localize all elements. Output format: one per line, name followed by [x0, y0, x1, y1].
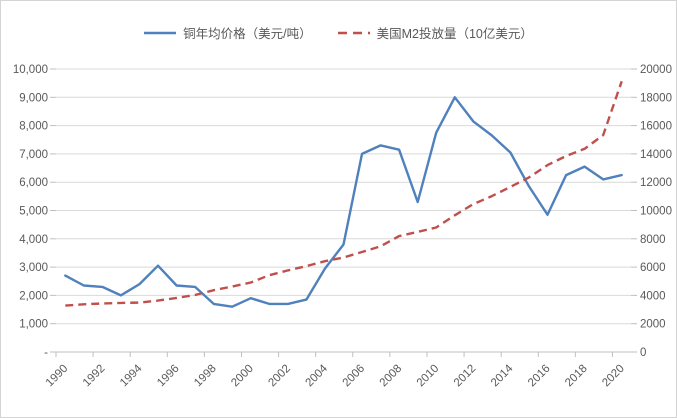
x-tick-label: 2018: [563, 363, 590, 390]
y-left-tick-label: 4,000: [19, 234, 48, 246]
y-left-tick-label: 8,000: [19, 121, 48, 133]
x-tick-label: 2016: [526, 363, 553, 390]
x-tick-label: 1994: [118, 362, 145, 389]
x-tick-label: 2000: [229, 363, 256, 390]
y-right-tick-label: 10000: [640, 206, 672, 218]
y-left-tick-label: 3,000: [19, 262, 48, 274]
x-tick-label: 2010: [415, 363, 442, 390]
y-left-tick-label: 2,000: [19, 290, 48, 302]
chart-legend: 铜年均价格（美元/吨） 美国M2投放量（10亿美元）: [1, 23, 676, 42]
legend-item-copper: 铜年均价格（美元/吨）: [144, 23, 312, 42]
y-right-tick-label: 16000: [640, 121, 672, 133]
x-tick-label: 2006: [341, 363, 368, 390]
y-right-tick-label: 2000: [640, 319, 666, 331]
y-left-tick-label: 5,000: [19, 206, 48, 218]
copper-line-sample-icon: [144, 31, 177, 34]
x-tick-label: 2004: [303, 362, 330, 389]
m2-line-sample-icon: [337, 31, 370, 34]
y-left-tick-label: 9,000: [19, 92, 48, 104]
x-tick-label: 2012: [452, 363, 479, 390]
x-tick-label: 1990: [44, 363, 71, 390]
y-right-tick-label: 0: [640, 347, 646, 359]
x-tick-label: 1998: [192, 363, 219, 390]
x-tick-label: 2008: [378, 363, 405, 390]
y-right-tick-label: 8000: [640, 234, 666, 246]
y-right-tick-label: 6000: [640, 262, 666, 274]
x-tick-label: 2002: [266, 363, 293, 390]
legend-item-m2: 美国M2投放量（10亿美元）: [337, 23, 533, 42]
y-right-tick-label: 12000: [640, 177, 672, 189]
copper-price-line: [64, 96, 623, 308]
y-left-tick-label: -: [44, 347, 48, 359]
legend-label-copper: 铜年均价格（美元/吨）: [183, 27, 312, 41]
x-tick-label: 1992: [81, 363, 108, 390]
y-left-tick-label: 6,000: [19, 177, 48, 189]
y-right-tick-label: 4000: [640, 290, 666, 302]
legend-label-m2: 美国M2投放量（10亿美元）: [376, 27, 533, 41]
y-left-tick-label: 1,000: [19, 319, 48, 331]
x-tick-label: 1996: [155, 363, 182, 390]
y-right-tick-label: 20000: [640, 64, 672, 76]
y-left-tick-label: 7,000: [19, 149, 48, 161]
y-right-tick-label: 14000: [640, 149, 672, 161]
m2-supply-line: [65, 80, 623, 307]
x-tick-label: 2020: [600, 363, 627, 390]
x-tick-label: 2014: [489, 362, 516, 389]
y-right-tick-label: 18000: [640, 92, 672, 104]
y-left-tick-label: 10,000: [13, 64, 48, 76]
